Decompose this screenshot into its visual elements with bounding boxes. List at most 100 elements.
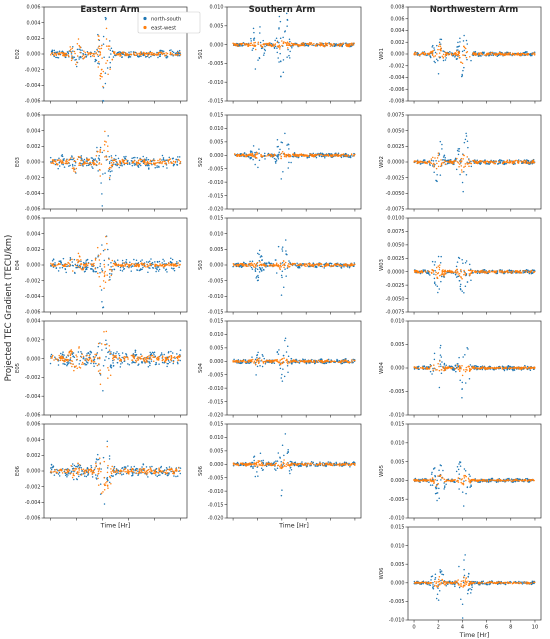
data-point [137, 165, 139, 167]
data-point [57, 163, 59, 165]
data-point [85, 264, 87, 266]
data-point [144, 472, 146, 474]
data-point [311, 462, 313, 464]
data-point [297, 44, 299, 46]
data-point [107, 472, 109, 474]
data-point [170, 257, 172, 259]
data-point [293, 263, 295, 265]
data-point [321, 154, 323, 156]
data-point [98, 276, 100, 278]
data-point [91, 157, 93, 159]
data-point [57, 51, 59, 53]
data-point [107, 249, 109, 251]
data-point [127, 465, 129, 467]
data-point [148, 469, 150, 471]
data-point [94, 268, 96, 270]
data-point [257, 59, 259, 61]
data-point [125, 163, 127, 165]
data-point [93, 160, 95, 162]
data-point [112, 355, 114, 357]
data-point [342, 154, 344, 156]
data-point [104, 266, 106, 268]
data-point [53, 465, 55, 467]
data-point [290, 264, 292, 266]
data-point [274, 362, 276, 364]
data-point [109, 455, 111, 457]
data-point [462, 75, 464, 77]
data-point [105, 236, 107, 238]
data-point [109, 163, 111, 165]
data-point [108, 358, 110, 360]
data-point [338, 154, 340, 156]
data-point [272, 43, 274, 45]
data-point [91, 260, 93, 262]
y-tick-label: -0.006 [25, 99, 41, 105]
data-point [110, 262, 112, 264]
data-point [61, 358, 63, 360]
data-point [90, 162, 92, 164]
data-point [321, 263, 323, 265]
data-point [169, 157, 171, 159]
data-point [295, 44, 297, 46]
data-point [83, 50, 85, 52]
data-point [104, 489, 106, 491]
data-point [84, 57, 86, 59]
data-point [289, 362, 291, 364]
data-point [320, 45, 322, 47]
data-point [328, 155, 330, 157]
data-point [285, 262, 287, 264]
data-point [98, 470, 100, 472]
data-point [281, 374, 283, 376]
data-point [146, 466, 148, 468]
data-point [105, 62, 107, 64]
data-point [107, 479, 109, 481]
data-point [277, 361, 279, 363]
data-point [304, 264, 306, 266]
data-point [257, 153, 259, 155]
data-point [70, 159, 72, 161]
data-point [78, 476, 80, 478]
data-point [147, 356, 149, 358]
data-point [76, 368, 78, 370]
data-point [325, 45, 327, 47]
data-point [343, 266, 345, 268]
data-point [90, 56, 92, 58]
data-point [109, 345, 111, 347]
data-point [151, 471, 153, 473]
data-point [153, 267, 155, 269]
data-point [66, 53, 68, 55]
data-point [102, 390, 104, 392]
data-point [80, 160, 82, 162]
data-point [102, 173, 104, 175]
data-point [274, 48, 276, 50]
data-point [283, 357, 285, 359]
data-point [111, 155, 113, 157]
data-point [167, 475, 169, 477]
data-point [80, 56, 82, 58]
data-point [135, 350, 137, 352]
data-point [78, 471, 80, 473]
data-point [179, 470, 181, 472]
data-point [322, 362, 324, 364]
data-point [253, 465, 255, 467]
data-point [282, 444, 284, 446]
data-point [174, 473, 176, 475]
data-point [142, 267, 144, 269]
data-point [151, 52, 153, 54]
data-point [281, 489, 283, 491]
data-point [141, 264, 143, 266]
data-point [79, 366, 81, 368]
data-point [74, 470, 76, 472]
data-point [125, 261, 127, 263]
data-point [282, 37, 284, 39]
data-point [283, 287, 285, 289]
y-tick-label: 0.006 [390, 16, 404, 22]
data-point [73, 170, 75, 172]
data-point [144, 468, 146, 470]
data-point [252, 49, 254, 51]
data-point [104, 344, 106, 346]
data-point [80, 49, 82, 51]
data-point [100, 383, 102, 385]
data-point [281, 464, 283, 466]
data-point [260, 44, 262, 46]
